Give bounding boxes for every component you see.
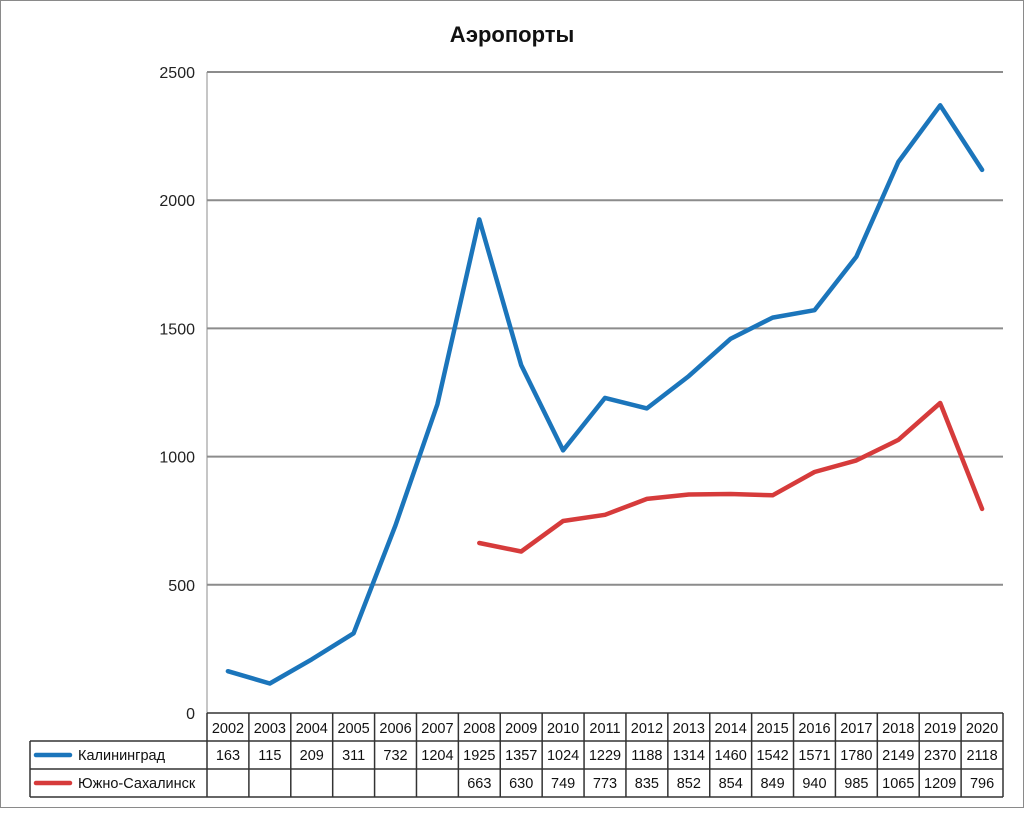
gridlines xyxy=(207,71,1003,586)
legend-label: Южно-Сахалинск xyxy=(78,776,196,792)
y-tick-label: 0 xyxy=(186,706,195,723)
x-tick-label: 2006 xyxy=(379,721,411,737)
y-tick-label: 1500 xyxy=(159,321,195,338)
data-label: 630 xyxy=(509,776,533,792)
x-tick-label: 2002 xyxy=(212,721,244,737)
chart-title: Аэропорты xyxy=(450,22,575,47)
y-tick-label: 1000 xyxy=(159,450,195,467)
x-tick-label: 2014 xyxy=(715,721,747,737)
series-lines xyxy=(225,103,985,686)
data-label: 796 xyxy=(970,776,994,792)
y-axis: 0 500 1000 1500 2000 2500 xyxy=(159,65,208,723)
data-label: 1357 xyxy=(505,748,537,764)
data-label: 2149 xyxy=(882,748,914,764)
data-label: 1204 xyxy=(421,748,453,764)
legend-label: Калининград xyxy=(78,748,166,764)
data-label: 209 xyxy=(300,748,324,764)
x-tick-label: 2019 xyxy=(924,721,956,737)
data-label: 852 xyxy=(677,776,701,792)
data-label: 163 xyxy=(216,748,240,764)
x-tick-label: 2007 xyxy=(421,721,453,737)
data-label: 985 xyxy=(844,776,868,792)
data-label: 854 xyxy=(719,776,743,792)
data-label: 311 xyxy=(342,748,365,764)
x-tick-label: 2018 xyxy=(882,721,914,737)
x-tick-label: 2020 xyxy=(966,721,998,737)
data-label: 1542 xyxy=(756,748,788,764)
data-label: 1571 xyxy=(798,748,830,764)
y-tick-label: 500 xyxy=(168,578,195,595)
x-tick-label: 2009 xyxy=(505,721,537,737)
data-label: 849 xyxy=(760,776,784,792)
x-tick-label: 2015 xyxy=(756,721,788,737)
data-label: 1209 xyxy=(924,776,956,792)
x-tick-label: 2011 xyxy=(589,721,620,737)
data-label: 1188 xyxy=(631,748,662,764)
x-tick-label: 2013 xyxy=(673,721,705,737)
data-label: 940 xyxy=(802,776,826,792)
x-tick-label: 2003 xyxy=(254,721,286,737)
data-label: 1229 xyxy=(589,748,621,764)
data-label: 1065 xyxy=(882,776,914,792)
data-label: 773 xyxy=(593,776,617,792)
data-label: 115 xyxy=(258,748,281,764)
data-label: 1024 xyxy=(547,748,579,764)
y-tick-label: 2000 xyxy=(159,193,195,210)
x-tick-label: 2004 xyxy=(296,721,328,737)
series-line xyxy=(477,400,985,554)
x-tick-label: 2016 xyxy=(798,721,830,737)
x-tick-label: 2005 xyxy=(337,721,369,737)
data-label: 1460 xyxy=(715,748,747,764)
x-tick-label: 2010 xyxy=(547,721,579,737)
data-label: 663 xyxy=(467,776,491,792)
data-label: 1925 xyxy=(463,748,495,764)
data-label: 749 xyxy=(551,776,575,792)
data-label: 2370 xyxy=(924,748,956,764)
data-table: 2002 2003 2004 2005 2006 2007 2008 2009 2010 2011… xyxy=(29,712,1004,798)
x-tick-label: 2012 xyxy=(631,721,663,737)
data-label: 732 xyxy=(383,748,407,764)
data-label: 1780 xyxy=(840,748,872,764)
data-label: 835 xyxy=(635,776,659,792)
x-tick-label: 2008 xyxy=(463,721,495,737)
series-line xyxy=(225,103,985,686)
data-label: 2118 xyxy=(966,748,997,764)
data-label: 1314 xyxy=(673,748,705,764)
x-tick-label: 2017 xyxy=(840,721,872,737)
y-tick-label: 2500 xyxy=(159,65,195,82)
